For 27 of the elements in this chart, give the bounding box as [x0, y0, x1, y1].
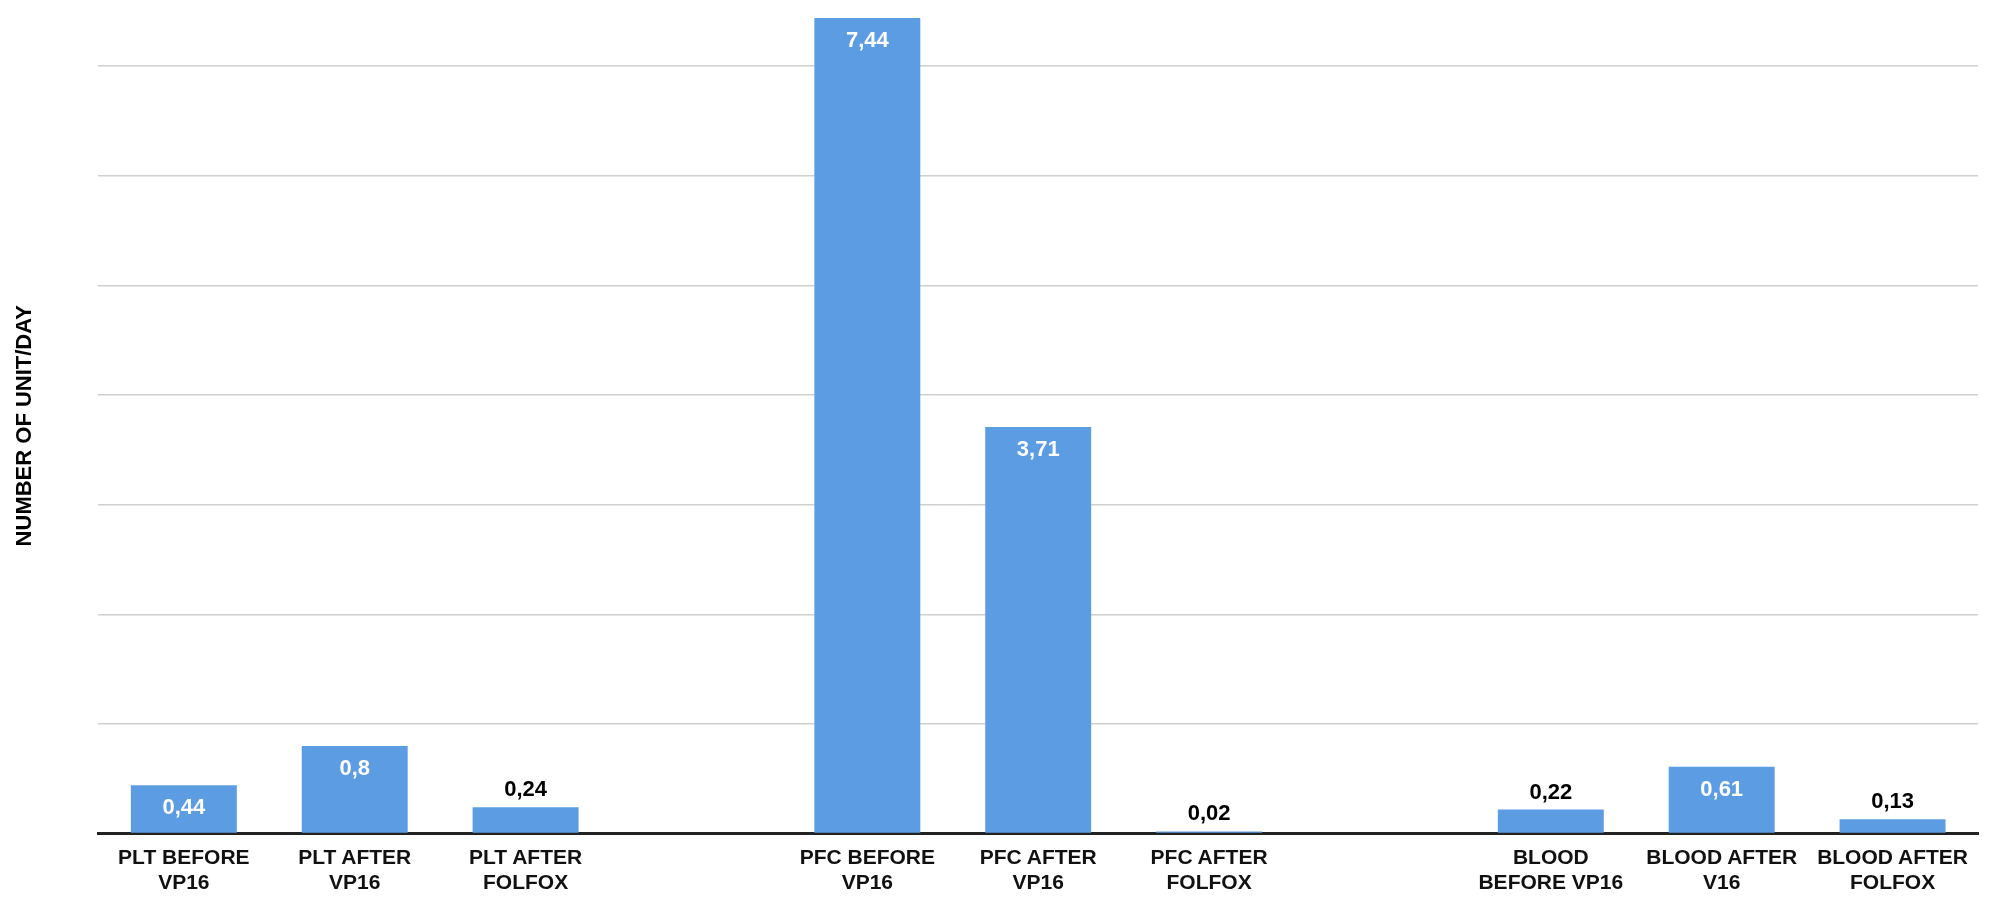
- bar: [1668, 766, 1775, 833]
- bar: [1839, 819, 1946, 833]
- data-label: 0,13: [1871, 788, 1914, 814]
- bar: [814, 18, 921, 833]
- data-label: 0,22: [1529, 778, 1573, 804]
- data-label: 0,24: [504, 776, 548, 802]
- bar: [130, 785, 237, 833]
- bar: [985, 426, 1092, 833]
- data-label: 0,8: [339, 754, 371, 780]
- bar: [301, 745, 408, 833]
- data-label: 0,02: [1187, 800, 1231, 826]
- data-label: 3,71: [1016, 435, 1060, 461]
- x-tick-label: PLT AFTER FOLFOX: [469, 845, 583, 894]
- x-tick-label: PLT BEFORE VP16: [118, 845, 250, 894]
- x-tick-label: BLOOD AFTER V16: [1646, 845, 1798, 894]
- x-tick-label: PLT AFTER VP16: [298, 845, 412, 894]
- y-axis-title: NUMBER OF UNIT/DAY: [11, 304, 37, 547]
- x-tick-label: PFC AFTER FOLFOX: [1150, 845, 1268, 894]
- x-tick-label: BLOOD BEFORE VP16: [1478, 845, 1624, 894]
- data-label: 7,44: [845, 27, 890, 53]
- x-tick-label: PFC AFTER VP16: [979, 845, 1097, 894]
- data-label: 0,44: [162, 794, 207, 820]
- x-tick-label: BLOOD AFTER FOLFOX: [1817, 845, 1969, 894]
- x-tick-label: PFC BEFORE VP16: [799, 845, 935, 894]
- data-label: 0,61: [1700, 775, 1744, 801]
- bar: [472, 807, 579, 833]
- bar: [1497, 809, 1604, 833]
